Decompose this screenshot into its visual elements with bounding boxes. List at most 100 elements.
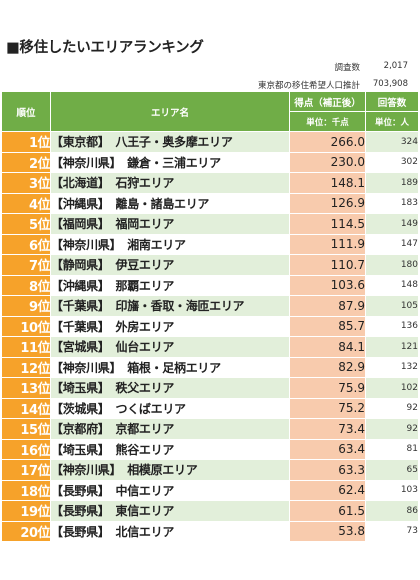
area-cell: 【神奈川県】 湘南エリア xyxy=(50,233,290,255)
responses-cell: 148 xyxy=(365,274,419,296)
prefecture-label: 【神奈川県】 xyxy=(51,155,122,170)
score-cell: 75.9 xyxy=(289,377,366,399)
area-cell: 【沖縄県】 那覇エリア xyxy=(50,274,290,296)
table-row: 5位 【福岡県】 福岡エリア 114.5 149 xyxy=(1,213,419,235)
area-name: 那覇エリア xyxy=(115,278,175,293)
responses-cell: 121 xyxy=(365,336,419,358)
population-value: 703,908 xyxy=(372,79,408,89)
score-cell: 114.5 xyxy=(289,213,366,235)
rank-cell: 19位 xyxy=(1,500,51,522)
table-row: 16位 【埼玉県】 熊谷エリア 63.4 81 xyxy=(1,438,419,460)
ranking-table-body: 1位 【東京都】 八王子・奥多摩エリア 266.0 324 2位 【神奈川県】 鎌倉・三浦エリ… xyxy=(1,131,419,542)
responses-cell: 105 xyxy=(365,295,419,317)
score-cell: 63.3 xyxy=(289,459,366,481)
area-name: 印旛・香取・海匝エリア xyxy=(115,299,245,314)
table-row: 15位 【京都府】 京都エリア 73.4 92 xyxy=(1,418,419,440)
score-cell: 87.9 xyxy=(289,295,366,317)
score-cell: 62.4 xyxy=(289,479,366,501)
header-score: 得点（補正後） xyxy=(289,91,366,112)
area-name: 中信エリア xyxy=(115,483,175,498)
area-cell: 【静岡県】 伊豆エリア xyxy=(50,254,290,276)
rank-cell: 14位 xyxy=(1,397,51,419)
prefecture-label: 【神奈川県】 xyxy=(51,463,122,478)
table-row: 1位 【東京都】 八王子・奥多摩エリア 266.0 324 xyxy=(1,131,419,153)
header-unit-row: 単位：千点 単位：人 xyxy=(2,111,419,132)
prefecture-label: 【神奈川県】 xyxy=(51,237,122,252)
rank-cell: 12位 xyxy=(1,356,51,378)
header-row: 順位 エリア名 得点（補正後） 回答数 xyxy=(1,91,419,132)
score-cell: 61.5 xyxy=(289,500,366,522)
area-name: 京都エリア xyxy=(115,422,175,437)
area-cell: 【長野県】 北信エリア xyxy=(50,520,290,542)
area-cell: 【宮城県】 仙台エリア xyxy=(50,336,290,358)
rank-cell: 20位 xyxy=(1,520,51,542)
score-cell: 75.2 xyxy=(289,397,366,419)
prefecture-label: 【京都府】 xyxy=(51,422,110,437)
responses-cell: 86 xyxy=(365,500,419,522)
page-title: ■移住したいエリアランキング xyxy=(6,40,204,56)
score-cell: 148.1 xyxy=(289,172,366,194)
area-cell: 【埼玉県】 熊谷エリア xyxy=(50,438,290,460)
table-row: 11位 【宮城県】 仙台エリア 84.1 121 xyxy=(1,336,419,358)
score-cell: 266.0 xyxy=(289,131,366,153)
table-row: 3位 【北海道】 石狩エリア 148.1 189 xyxy=(1,172,419,194)
area-cell: 【千葉県】 印旛・香取・海匝エリア xyxy=(50,295,290,317)
area-cell: 【沖縄県】 離島・諸島エリア xyxy=(50,192,290,214)
prefecture-label: 【沖縄県】 xyxy=(51,196,110,211)
area-cell: 【埼玉県】 秩父エリア xyxy=(50,377,290,399)
table-row: 10位 【千葉県】 外房エリア 85.7 136 xyxy=(1,315,419,337)
area-cell: 【神奈川県】 相模原エリア xyxy=(50,459,290,481)
prefecture-label: 【北海道】 xyxy=(51,176,110,191)
responses-cell: 103 xyxy=(365,479,419,501)
responses-cell: 136 xyxy=(365,315,419,337)
area-cell: 【東京都】 八王子・奥多摩エリア xyxy=(50,131,290,153)
area-cell: 【長野県】 中信エリア xyxy=(50,479,290,501)
score-cell: 110.7 xyxy=(289,254,366,276)
table-row: 20位 【長野県】 北信エリア 53.8 73 xyxy=(1,520,419,542)
responses-cell: 92 xyxy=(365,418,419,440)
rank-cell: 4位 xyxy=(1,192,51,214)
responses-cell: 183 xyxy=(365,192,419,214)
rank-cell: 7位 xyxy=(1,254,51,276)
area-cell: 【北海道】 石狩エリア xyxy=(50,172,290,194)
header-score-unit: 単位：千点 xyxy=(289,111,366,132)
prefecture-label: 【宮城県】 xyxy=(51,340,110,355)
table-row: 14位 【茨城県】 つくばエリア 75.2 92 xyxy=(1,397,419,419)
table-row: 18位 【長野県】 中信エリア 62.4 103 xyxy=(1,479,419,501)
table-row: 12位 【神奈川県】 箱根・足柄エリア 82.9 132 xyxy=(1,356,419,378)
area-name: 東信エリア xyxy=(115,504,175,519)
respondents-value: 2,017 xyxy=(383,61,408,71)
area-name: つくばエリア xyxy=(115,401,187,416)
area-name: 相模原エリア xyxy=(127,463,198,478)
area-name: 仙台エリア xyxy=(115,340,175,355)
score-cell: 85.7 xyxy=(289,315,366,337)
responses-cell: 180 xyxy=(365,254,419,276)
header-responses-unit: 単位：人 xyxy=(365,111,419,132)
area-name: 湘南エリア xyxy=(127,237,186,252)
area-cell: 【神奈川県】 鎌倉・三浦エリア xyxy=(50,151,290,173)
area-cell: 【千葉県】 外房エリア xyxy=(50,315,290,337)
responses-cell: 324 xyxy=(365,131,419,153)
score-cell: 73.4 xyxy=(289,418,366,440)
rank-cell: 8位 xyxy=(1,274,51,296)
area-name: 伊豆エリア xyxy=(115,258,175,273)
prefecture-label: 【長野県】 xyxy=(51,504,110,519)
prefecture-label: 【東京都】 xyxy=(51,135,110,150)
population-info: 東京都の移住希望人口推計 703,908 xyxy=(258,79,408,91)
rank-cell: 17位 xyxy=(1,459,51,481)
respondents-label: 調査数 xyxy=(334,63,360,73)
prefecture-label: 【長野県】 xyxy=(51,524,110,539)
score-cell: 84.1 xyxy=(289,336,366,358)
rank-cell: 11位 xyxy=(1,336,51,358)
responses-cell: 149 xyxy=(365,213,419,235)
rank-cell: 16位 xyxy=(1,438,51,460)
rank-cell: 15位 xyxy=(1,418,51,440)
rank-cell: 18位 xyxy=(1,479,51,501)
area-name: 北信エリア xyxy=(115,524,175,539)
score-cell: 126.9 xyxy=(289,192,366,214)
table-row: 19位 【長野県】 東信エリア 61.5 86 xyxy=(1,500,419,522)
responses-cell: 302 xyxy=(365,151,419,173)
prefecture-label: 【福岡県】 xyxy=(51,217,110,232)
prefecture-label: 【千葉県】 xyxy=(51,299,110,314)
score-cell: 53.8 xyxy=(289,520,366,542)
